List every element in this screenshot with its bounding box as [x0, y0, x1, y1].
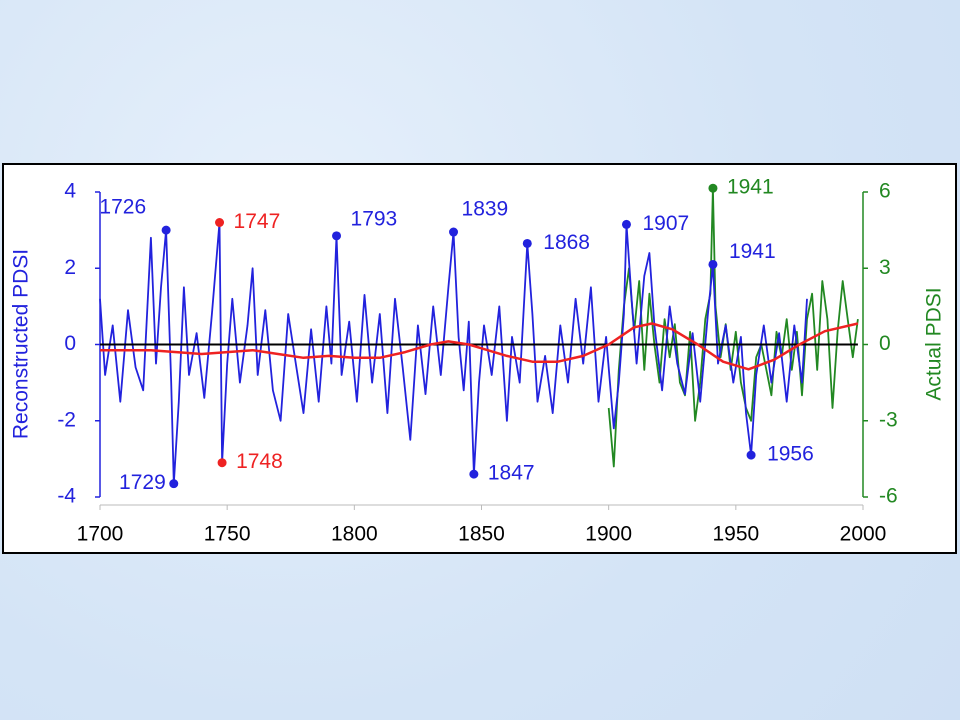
- x-tick-label: 1950: [712, 523, 759, 546]
- y2-tick-label: 0: [879, 332, 891, 355]
- annotation-point: [169, 479, 179, 489]
- annotation-point: [746, 450, 756, 460]
- annotation-label: 1941: [727, 176, 774, 199]
- annotation-label: 1839: [462, 198, 509, 221]
- annotation-label: 1747: [234, 210, 281, 233]
- annotation-point: [708, 259, 718, 269]
- annotation-point: [522, 238, 532, 248]
- annotation-point: [449, 227, 459, 237]
- annotation-point: [708, 183, 718, 193]
- x-tick-label: 1900: [585, 523, 632, 546]
- annotation-label: 1956: [767, 443, 814, 466]
- x-tick-label: 1700: [77, 523, 124, 546]
- annotation-label: 1907: [642, 212, 689, 235]
- annotation-point: [215, 218, 225, 227]
- data-line: [99, 221, 808, 485]
- x-tick-label: 1850: [458, 523, 505, 546]
- y2-axis-label: Actual PDSI: [923, 287, 946, 400]
- chart-frame: [2, 163, 957, 554]
- annotation-label: 1729: [119, 471, 166, 494]
- annotation-point: [469, 469, 479, 479]
- data-line: [100, 322, 859, 371]
- annotation-label: 1726: [99, 196, 146, 219]
- annotation-point: [217, 458, 227, 468]
- y2-tick-label: -6: [879, 485, 898, 508]
- y-tick-label: 2: [64, 256, 76, 279]
- y-tick-label: -4: [57, 485, 76, 508]
- annotation-point: [161, 225, 171, 235]
- y2-tick-label: 3: [879, 256, 891, 279]
- annotation-label: 1793: [351, 207, 398, 230]
- annotation-label: 1748: [236, 450, 283, 473]
- y2-tick-label: 6: [879, 180, 891, 203]
- x-tick-label: 2000: [840, 523, 887, 546]
- y-tick-label: 0: [64, 332, 76, 355]
- x-tick-label: 1800: [331, 523, 378, 546]
- annotation-point: [621, 219, 631, 229]
- y-tick-label: -2: [57, 408, 76, 431]
- annotation-point: [332, 231, 342, 241]
- y2-tick-label: -3: [879, 408, 898, 431]
- y-axis-label: Reconstructed PDSI: [10, 249, 33, 439]
- annotation-label: 1847: [488, 462, 535, 485]
- x-tick-label: 1750: [204, 523, 251, 546]
- annotation-label: 1868: [543, 231, 590, 254]
- annotation-label: 1941: [729, 240, 776, 263]
- y-tick-label: 4: [64, 180, 76, 203]
